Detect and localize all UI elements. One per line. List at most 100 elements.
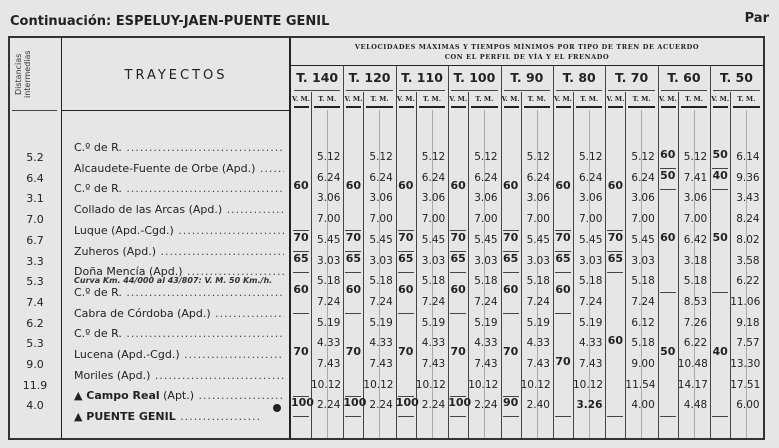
running-time-cell: 3.03: [631, 254, 655, 267]
distance-cell: 7.4: [26, 295, 44, 309]
divider-line: [291, 65, 763, 66]
max-speed-cell: 70: [555, 230, 571, 244]
running-time-cell: 14.17: [677, 378, 708, 391]
running-time-cell: 6.22: [736, 275, 760, 288]
max-speed-cell: 60: [345, 179, 362, 193]
max-speed-cell: 65: [555, 251, 571, 265]
station-name: ▲ Campo Real: [74, 389, 160, 403]
running-time-cell: 3.26: [576, 399, 603, 412]
divider-line: [450, 395, 467, 397]
max-speed-cell: 70: [450, 230, 466, 244]
divider-line: [500, 65, 502, 438]
running-time-cell: 5.12: [474, 151, 498, 163]
divider-line: [345, 395, 362, 397]
direction-label: Par: [744, 11, 769, 26]
dot-leader: ........................................…: [226, 203, 284, 217]
divider-line: [450, 230, 467, 232]
running-time-cell: 5.12: [369, 151, 393, 163]
train-type-label: T. 140: [296, 70, 339, 85]
divider-line: [397, 250, 414, 252]
divider-line: [294, 106, 309, 108]
divider-line: [556, 106, 571, 108]
speed-header-line-1: VELOCIDADES MÁXIMAS Y TIEMPOS MÍNIMOS PO…: [354, 43, 700, 51]
running-time-cell: 2.24: [474, 399, 498, 412]
running-time-cell: 5.18: [631, 337, 655, 350]
running-time-cell: 10.12: [468, 378, 499, 391]
tm-header: T. M.: [737, 95, 756, 103]
divider-line: [395, 65, 397, 438]
divider-line: [503, 90, 550, 91]
running-time-cell: 11.06: [730, 295, 761, 308]
divider-line: [397, 230, 414, 232]
running-time-cell: 3.58: [736, 254, 760, 267]
running-time-cell: 6.24: [421, 171, 446, 184]
divider-line: [589, 110, 590, 438]
divider-line: [502, 312, 519, 314]
station-name: C.º de R.: [74, 285, 122, 299]
tm-header: T. M.: [370, 95, 389, 103]
max-speed-cell: 60: [502, 282, 519, 296]
divider-line: [448, 65, 450, 438]
max-speed-cell: 60: [660, 230, 676, 244]
divider-line: [555, 416, 571, 418]
divider-line: [311, 92, 312, 438]
divider-line: [293, 395, 309, 397]
divider-line: [607, 230, 624, 232]
running-time-cell: 3.06: [526, 192, 550, 205]
running-time-cell: 5.19: [421, 316, 446, 329]
running-time-cell: 5.45: [317, 233, 341, 246]
running-time-cell: 5.18: [579, 275, 603, 288]
running-time-cell: 5.12: [421, 151, 446, 163]
distance-cell: 6.4: [26, 171, 44, 185]
divider-line: [450, 312, 467, 314]
dot-leader: ........................................…: [178, 223, 284, 237]
max-speed-cell: 40: [712, 168, 728, 182]
divider-line: [363, 92, 365, 438]
vm-header: V. M.: [396, 95, 415, 103]
running-time-cell: 9.00: [631, 358, 655, 370]
running-time-cell: 3.06: [631, 192, 655, 205]
running-time-cell: 7.43: [526, 358, 550, 370]
running-time-cell: 7.26: [683, 316, 708, 329]
running-time-cell: 7.00: [526, 213, 550, 226]
divider-line: [398, 90, 446, 91]
station-row: Alcaudete-Fuente de Orbe (Apd.) ........…: [74, 162, 284, 175]
divider-line: [471, 106, 498, 108]
running-time-cell: 3.03: [579, 254, 603, 267]
max-speed-cell: 60: [555, 179, 571, 193]
dot-leader: ........................................…: [184, 348, 284, 361]
divider-line: [345, 271, 362, 273]
distance-cell: 9.0: [26, 358, 44, 371]
running-time-cell: 5.45: [474, 233, 498, 246]
running-time-cell: 5.19: [474, 316, 498, 329]
running-time-cell: 5.19: [369, 316, 393, 329]
running-time-cell: 7.24: [421, 295, 446, 308]
running-time-cell: 2.24: [369, 399, 393, 412]
running-time-cell: 13.30: [730, 358, 761, 370]
divider-line: [555, 250, 571, 252]
divider-line: [415, 92, 417, 438]
running-time-cell: 17.51: [730, 378, 761, 391]
station-name: Lucena (Apd.-Cgd.): [74, 348, 180, 361]
running-time-cell: 7.00: [683, 213, 708, 226]
running-time-cell: 6.24: [526, 171, 550, 184]
tm-header: T. M.: [685, 95, 703, 103]
max-speed-cell: 70: [555, 355, 571, 368]
divider-line: [523, 106, 550, 108]
running-time-cell: 8.53: [683, 295, 708, 308]
dot-leader: ........................................…: [180, 410, 259, 424]
max-speed-cell: 60: [398, 282, 414, 296]
station-name: C.º de R.: [74, 327, 122, 341]
divider-line: [450, 250, 467, 252]
train-type-label: T. 100: [453, 70, 496, 85]
max-speed-cell: 60: [345, 282, 362, 296]
train-type-label: T. 110: [401, 70, 443, 85]
max-speed-cell: 100: [343, 396, 367, 410]
divider-line: [713, 106, 729, 108]
tm-header: T. M.: [527, 95, 546, 103]
running-time-cell: 5.12: [579, 151, 603, 163]
running-time-cell: 7.24: [369, 295, 393, 308]
station-name: Zuheros (Apd.): [74, 244, 157, 258]
running-time-cell: 9.36: [736, 171, 760, 184]
divider-line: [555, 312, 571, 314]
